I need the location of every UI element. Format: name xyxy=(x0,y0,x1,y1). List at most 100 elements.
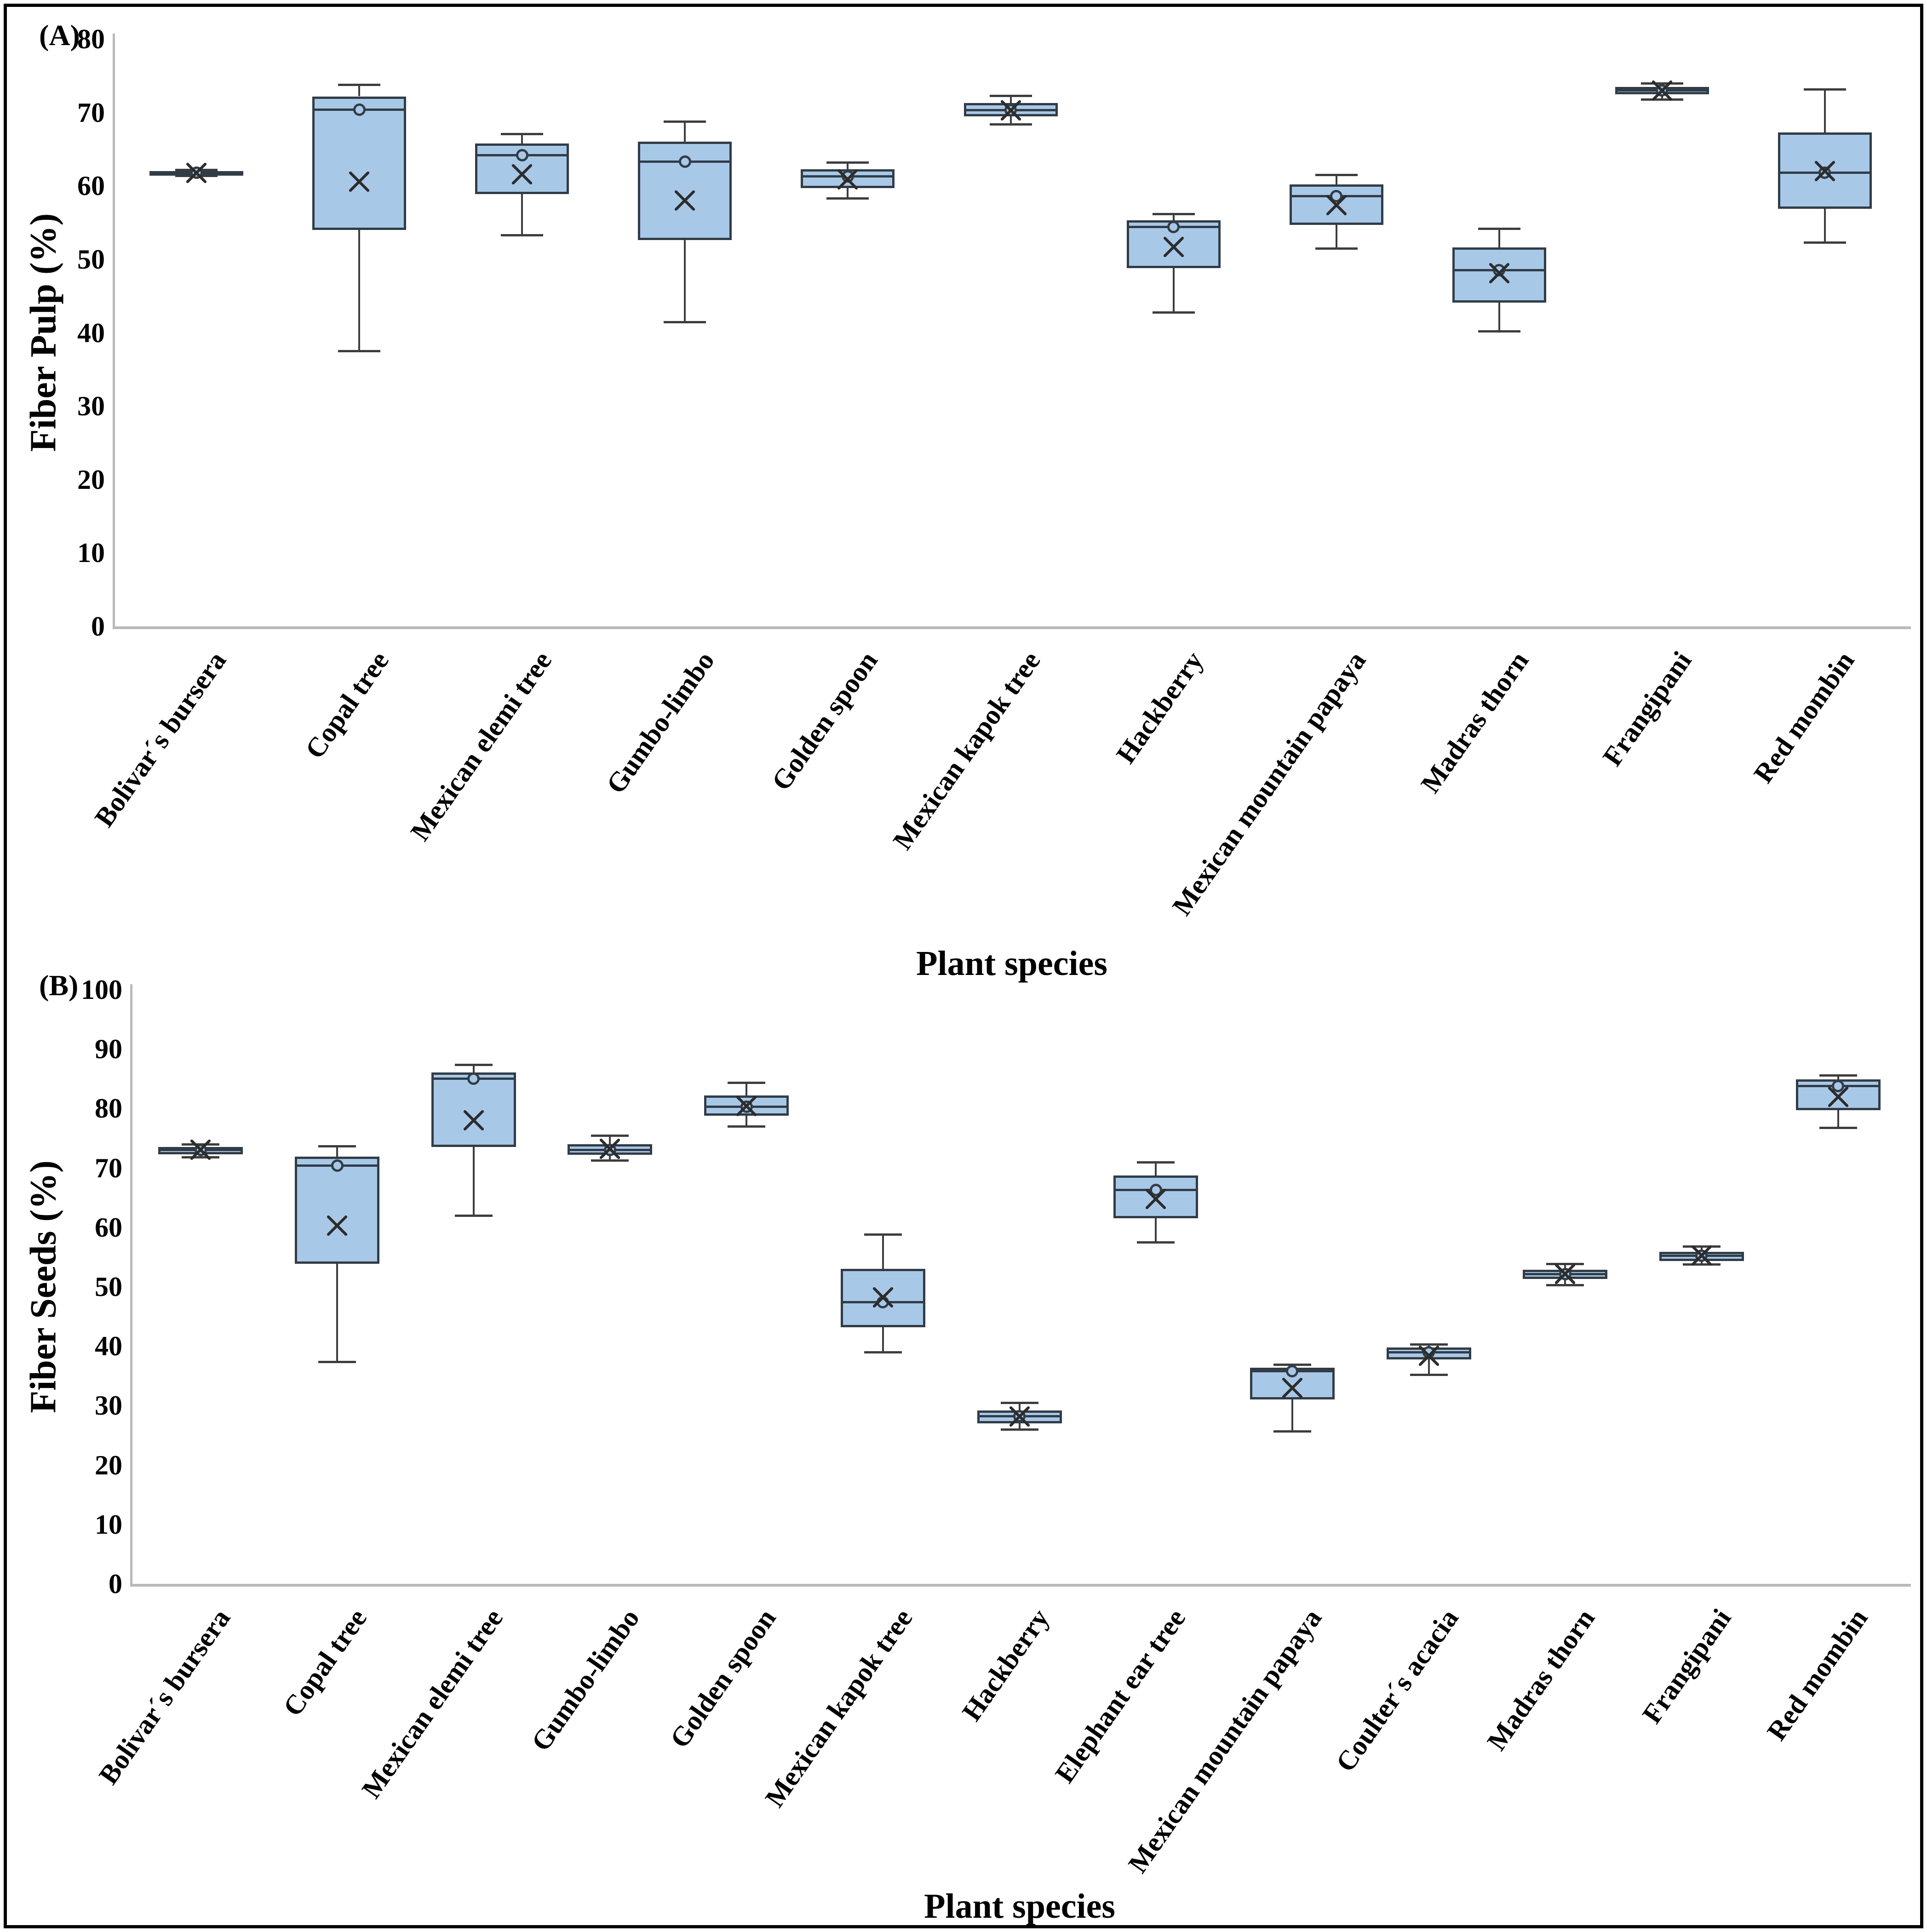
upper-whisker-line xyxy=(746,1082,748,1095)
upper-whisker-line xyxy=(336,1146,338,1157)
upper-whisker-line xyxy=(472,1064,475,1072)
lower-whisker-cap xyxy=(1410,1374,1448,1376)
upper-whisker-line xyxy=(684,121,686,142)
mean-x-marker xyxy=(1649,77,1675,104)
upper-whisker-cap xyxy=(664,120,706,123)
y-tick-label: 30 xyxy=(95,1390,122,1421)
lower-whisker-line xyxy=(472,1147,475,1215)
mean-x-marker xyxy=(671,187,698,214)
lower-whisker-cap xyxy=(1803,241,1846,244)
mean-x-marker xyxy=(1160,234,1187,260)
lower-whisker-cap xyxy=(1315,247,1358,250)
mean-x-marker xyxy=(1142,1186,1169,1212)
upper-whisker-line xyxy=(521,133,523,143)
panel-a-letter: (A) xyxy=(39,19,80,52)
lower-whisker-cap xyxy=(1152,311,1195,314)
panel-b-letter: (B) xyxy=(39,969,79,1002)
median-circle-marker xyxy=(353,103,366,116)
panel-b-x-axis-title: Plant species xyxy=(924,1887,1115,1926)
y-tick-label: 0 xyxy=(109,1569,122,1599)
lower-whisker-cap xyxy=(1137,1241,1175,1244)
y-tick-label: 40 xyxy=(95,1331,122,1362)
upper-whisker-cap xyxy=(1152,212,1195,215)
median-circle-marker xyxy=(1167,221,1180,234)
upper-whisker-cap xyxy=(1478,227,1520,230)
upper-whisker-line xyxy=(1837,1075,1839,1080)
y-tick-label: 10 xyxy=(95,1509,122,1540)
x-axis-line xyxy=(130,1584,1911,1587)
y-tick-label: 90 xyxy=(95,1034,122,1065)
lower-whisker-line xyxy=(1291,1399,1293,1431)
mean-x-marker xyxy=(870,1284,896,1311)
y-tick-label: 50 xyxy=(77,244,105,275)
lower-whisker-cap xyxy=(826,197,869,200)
mean-x-marker xyxy=(1323,192,1350,218)
upper-whisker-line xyxy=(1155,1162,1157,1176)
mean-x-marker xyxy=(1552,1261,1578,1287)
upper-whisker-cap xyxy=(728,1081,766,1084)
median-circle-marker xyxy=(678,155,691,168)
mean-x-marker xyxy=(183,160,210,186)
mean-x-marker xyxy=(1812,158,1838,184)
lower-whisker-line xyxy=(336,1263,338,1362)
upper-whisker-cap xyxy=(989,94,1032,97)
lower-whisker-cap xyxy=(1478,330,1520,333)
lower-whisker-cap xyxy=(864,1351,902,1354)
upper-whisker-line xyxy=(1824,89,1826,132)
mean-x-marker xyxy=(324,1212,350,1239)
lower-whisker-line xyxy=(746,1115,748,1127)
y-tick-label: 70 xyxy=(77,97,105,128)
lower-whisker-line xyxy=(684,240,686,322)
mean-x-marker xyxy=(596,1135,623,1162)
mean-x-marker xyxy=(998,97,1024,124)
median-circle-marker xyxy=(331,1159,344,1172)
lower-whisker-cap xyxy=(989,123,1032,126)
mean-x-marker xyxy=(346,168,373,195)
mean-x-marker xyxy=(509,161,535,188)
lower-whisker-cap xyxy=(1273,1430,1311,1433)
upper-whisker-cap xyxy=(338,83,381,86)
y-tick-label: 60 xyxy=(95,1212,122,1243)
mean-x-marker xyxy=(1688,1242,1715,1269)
mean-x-marker xyxy=(1486,260,1513,287)
mean-x-marker xyxy=(1279,1375,1306,1401)
upper-whisker-cap xyxy=(1803,88,1846,91)
figure-frame xyxy=(4,4,1923,1928)
lower-whisker-cap xyxy=(501,234,544,237)
mean-x-marker xyxy=(1416,1342,1442,1369)
y-axis-line xyxy=(113,34,115,629)
y-tick-label: 70 xyxy=(95,1152,122,1183)
upper-whisker-cap xyxy=(864,1233,902,1236)
y-tick-label: 100 xyxy=(81,975,122,1005)
lower-whisker-line xyxy=(1837,1110,1839,1128)
lower-whisker-line xyxy=(521,194,523,235)
y-tick-label: 10 xyxy=(77,538,105,568)
y-tick-label: 0 xyxy=(91,611,105,642)
y-tick-label: 20 xyxy=(77,464,105,495)
upper-whisker-cap xyxy=(826,161,869,164)
lower-whisker-line xyxy=(1155,1218,1157,1243)
iqr-box xyxy=(312,96,407,230)
iqr-box xyxy=(295,1157,380,1264)
mean-x-marker xyxy=(187,1136,214,1163)
lower-whisker-line xyxy=(1172,268,1175,312)
upper-whisker-cap xyxy=(1273,1364,1311,1366)
y-tick-label: 40 xyxy=(77,317,105,348)
lower-whisker-line xyxy=(882,1327,884,1353)
upper-whisker-cap xyxy=(501,132,544,135)
lower-whisker-line xyxy=(1335,224,1337,248)
upper-whisker-line xyxy=(882,1234,884,1269)
upper-whisker-cap xyxy=(1819,1074,1857,1077)
mean-x-marker xyxy=(733,1093,760,1119)
mean-x-marker xyxy=(1006,1403,1033,1430)
lower-whisker-cap xyxy=(664,321,706,323)
lower-whisker-cap xyxy=(318,1360,356,1363)
upper-whisker-cap xyxy=(1315,174,1358,177)
iqr-box xyxy=(1452,247,1546,303)
upper-whisker-cap xyxy=(318,1145,356,1147)
mean-x-marker xyxy=(834,166,861,193)
lower-whisker-line xyxy=(847,188,849,199)
panel-a-x-axis-title: Plant species xyxy=(916,944,1107,983)
y-tick-label: 80 xyxy=(95,1093,122,1124)
lower-whisker-cap xyxy=(454,1214,493,1217)
